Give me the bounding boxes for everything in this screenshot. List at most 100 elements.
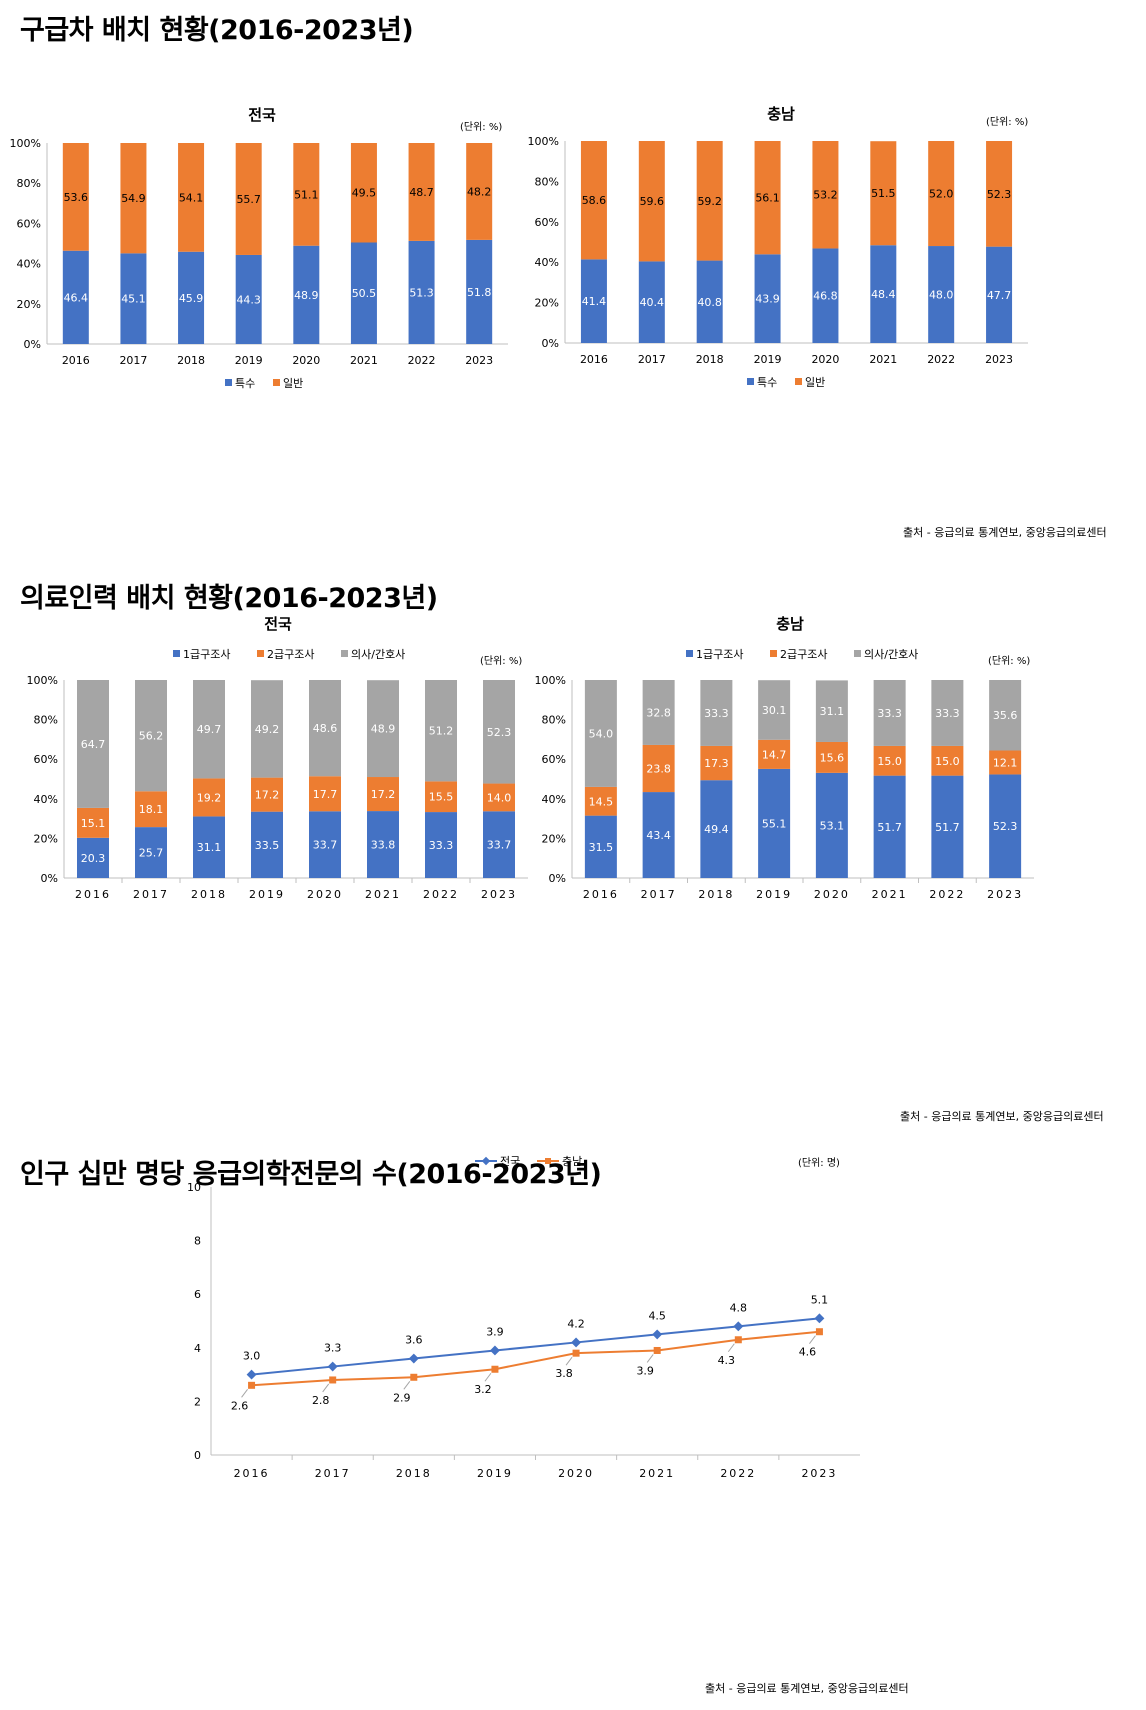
bar-segment xyxy=(293,245,320,344)
legend-label: 특수 xyxy=(235,377,255,390)
bar-segment xyxy=(754,141,781,255)
x-tick-label: 2018 xyxy=(396,1467,432,1480)
bar-segment xyxy=(193,816,225,878)
x-tick-label: 2017 xyxy=(133,888,169,901)
data-label: 47.7 xyxy=(987,289,1012,302)
legend-label: 1급구조사 xyxy=(696,648,743,661)
bar-segment xyxy=(870,245,897,343)
source-note-specialists: 출처 - 응급의료 통계연보, 중앙응급의료센터 xyxy=(705,1682,909,1695)
data-label: 52.0 xyxy=(929,188,954,201)
data-label: 15.0 xyxy=(877,755,902,768)
data-label: 33.3 xyxy=(704,707,729,720)
data-label: 51.1 xyxy=(294,188,319,201)
data-point xyxy=(572,1349,580,1357)
data-label: 35.6 xyxy=(993,709,1018,722)
x-tick-label: 2019 xyxy=(756,888,792,901)
data-label: 52.3 xyxy=(993,820,1018,833)
data-label: 17.7 xyxy=(313,788,338,801)
x-tick-label: 2019 xyxy=(249,888,285,901)
data-label: 31.1 xyxy=(820,705,845,718)
bar-segment xyxy=(758,739,791,769)
label-leader xyxy=(809,1335,816,1345)
y-tick-label: 40% xyxy=(535,256,559,269)
bar-segment xyxy=(235,254,262,344)
data-label: 17.3 xyxy=(704,757,729,770)
x-tick-label: 2016 xyxy=(62,354,90,367)
x-tick-label: 2019 xyxy=(235,354,263,367)
data-label: 53.2 xyxy=(813,189,838,202)
bar-segment xyxy=(62,143,89,251)
data-label: 59.6 xyxy=(640,195,665,208)
y-tick-label: 0% xyxy=(542,337,559,350)
bar-segment xyxy=(425,781,457,813)
x-tick-label: 2023 xyxy=(465,354,493,367)
data-label: 48.9 xyxy=(371,723,396,736)
data-label: 25.7 xyxy=(139,847,164,860)
data-label: 31.5 xyxy=(589,841,614,854)
legend-label: 충남 xyxy=(562,1155,582,1168)
y-tick-label: 60% xyxy=(34,753,58,766)
bar-segment xyxy=(700,780,733,878)
chart-specialists-line: (단위: 명) 0 2 4 6 8 10 2016 2017 2018 2019 2020 2021 20… xyxy=(187,1155,860,1480)
bar-segment xyxy=(483,783,515,812)
legend-swatch xyxy=(795,378,802,385)
bar-segment xyxy=(989,750,1022,775)
data-label: 45.1 xyxy=(121,293,146,306)
data-label: 52.3 xyxy=(487,726,512,739)
data-label: 51.5 xyxy=(871,187,896,200)
bar-segment xyxy=(367,777,399,812)
x-tick-label: 2018 xyxy=(696,353,724,366)
x-tick-label: 2023 xyxy=(985,353,1013,366)
bar-segment xyxy=(580,259,607,343)
legend-label: 2급구조사 xyxy=(780,648,827,661)
y-tick-label: 20% xyxy=(17,298,41,311)
y-tick-label: 60% xyxy=(535,216,559,229)
bar-segment xyxy=(928,246,955,343)
legend-label: 일반 xyxy=(283,376,303,390)
bar-segment xyxy=(483,811,515,878)
bar-segment xyxy=(758,768,791,878)
data-label: 3.0 xyxy=(243,1350,261,1363)
section-title-staff: 의료인력 배치 현황(2016-2023년) xyxy=(20,583,438,614)
bar-segment xyxy=(696,260,723,343)
data-label: 44.3 xyxy=(236,293,261,306)
bar-segment xyxy=(367,811,399,878)
data-label: 3.3 xyxy=(324,1342,342,1355)
x-tick-label: 2017 xyxy=(638,353,666,366)
bar-segment xyxy=(758,680,791,740)
x-tick-label: 2017 xyxy=(315,1467,351,1480)
bar-segment xyxy=(989,680,1022,751)
chart-title: 전국 xyxy=(264,615,292,633)
bar-segment xyxy=(135,791,167,828)
y-tick-label: 2 xyxy=(194,1395,201,1408)
label-leader xyxy=(241,1389,248,1398)
data-label: 15.1 xyxy=(81,817,106,830)
data-label: 46.4 xyxy=(64,291,89,304)
bar-segment xyxy=(931,745,964,776)
x-tick-label: 2023 xyxy=(987,888,1023,901)
data-label: 5.1 xyxy=(811,1293,829,1306)
y-tick-label: 0% xyxy=(549,872,566,885)
data-label: 54.0 xyxy=(589,727,614,740)
bar-segment xyxy=(408,143,435,241)
data-label: 43.4 xyxy=(646,829,671,842)
data-label: 64.7 xyxy=(81,738,106,751)
x-tick-label: 2022 xyxy=(423,888,459,901)
unit-label: (단위: 명) xyxy=(798,1156,840,1169)
data-point xyxy=(248,1381,256,1389)
data-label: 3.9 xyxy=(486,1325,504,1338)
chart-ambulance-chungnam: 충남 (단위: %) 0% 20% 40% 60% 80% 100% 2016 41.4 58.6 2… xyxy=(528,105,1029,389)
chart-title: 충남 xyxy=(767,105,795,123)
data-label: 52.3 xyxy=(987,188,1012,201)
data-label: 46.8 xyxy=(813,290,838,303)
data-point xyxy=(408,1353,419,1364)
x-tick-label: 2022 xyxy=(927,353,955,366)
y-tick-label: 100% xyxy=(27,674,58,687)
data-point xyxy=(246,1369,257,1380)
y-tick-label: 80% xyxy=(542,714,566,727)
bar-segment xyxy=(642,792,675,878)
bar-segment xyxy=(584,815,617,878)
chart-title: 전국 xyxy=(248,106,276,124)
bar-segment xyxy=(815,772,848,878)
data-label: 55.7 xyxy=(236,193,261,206)
